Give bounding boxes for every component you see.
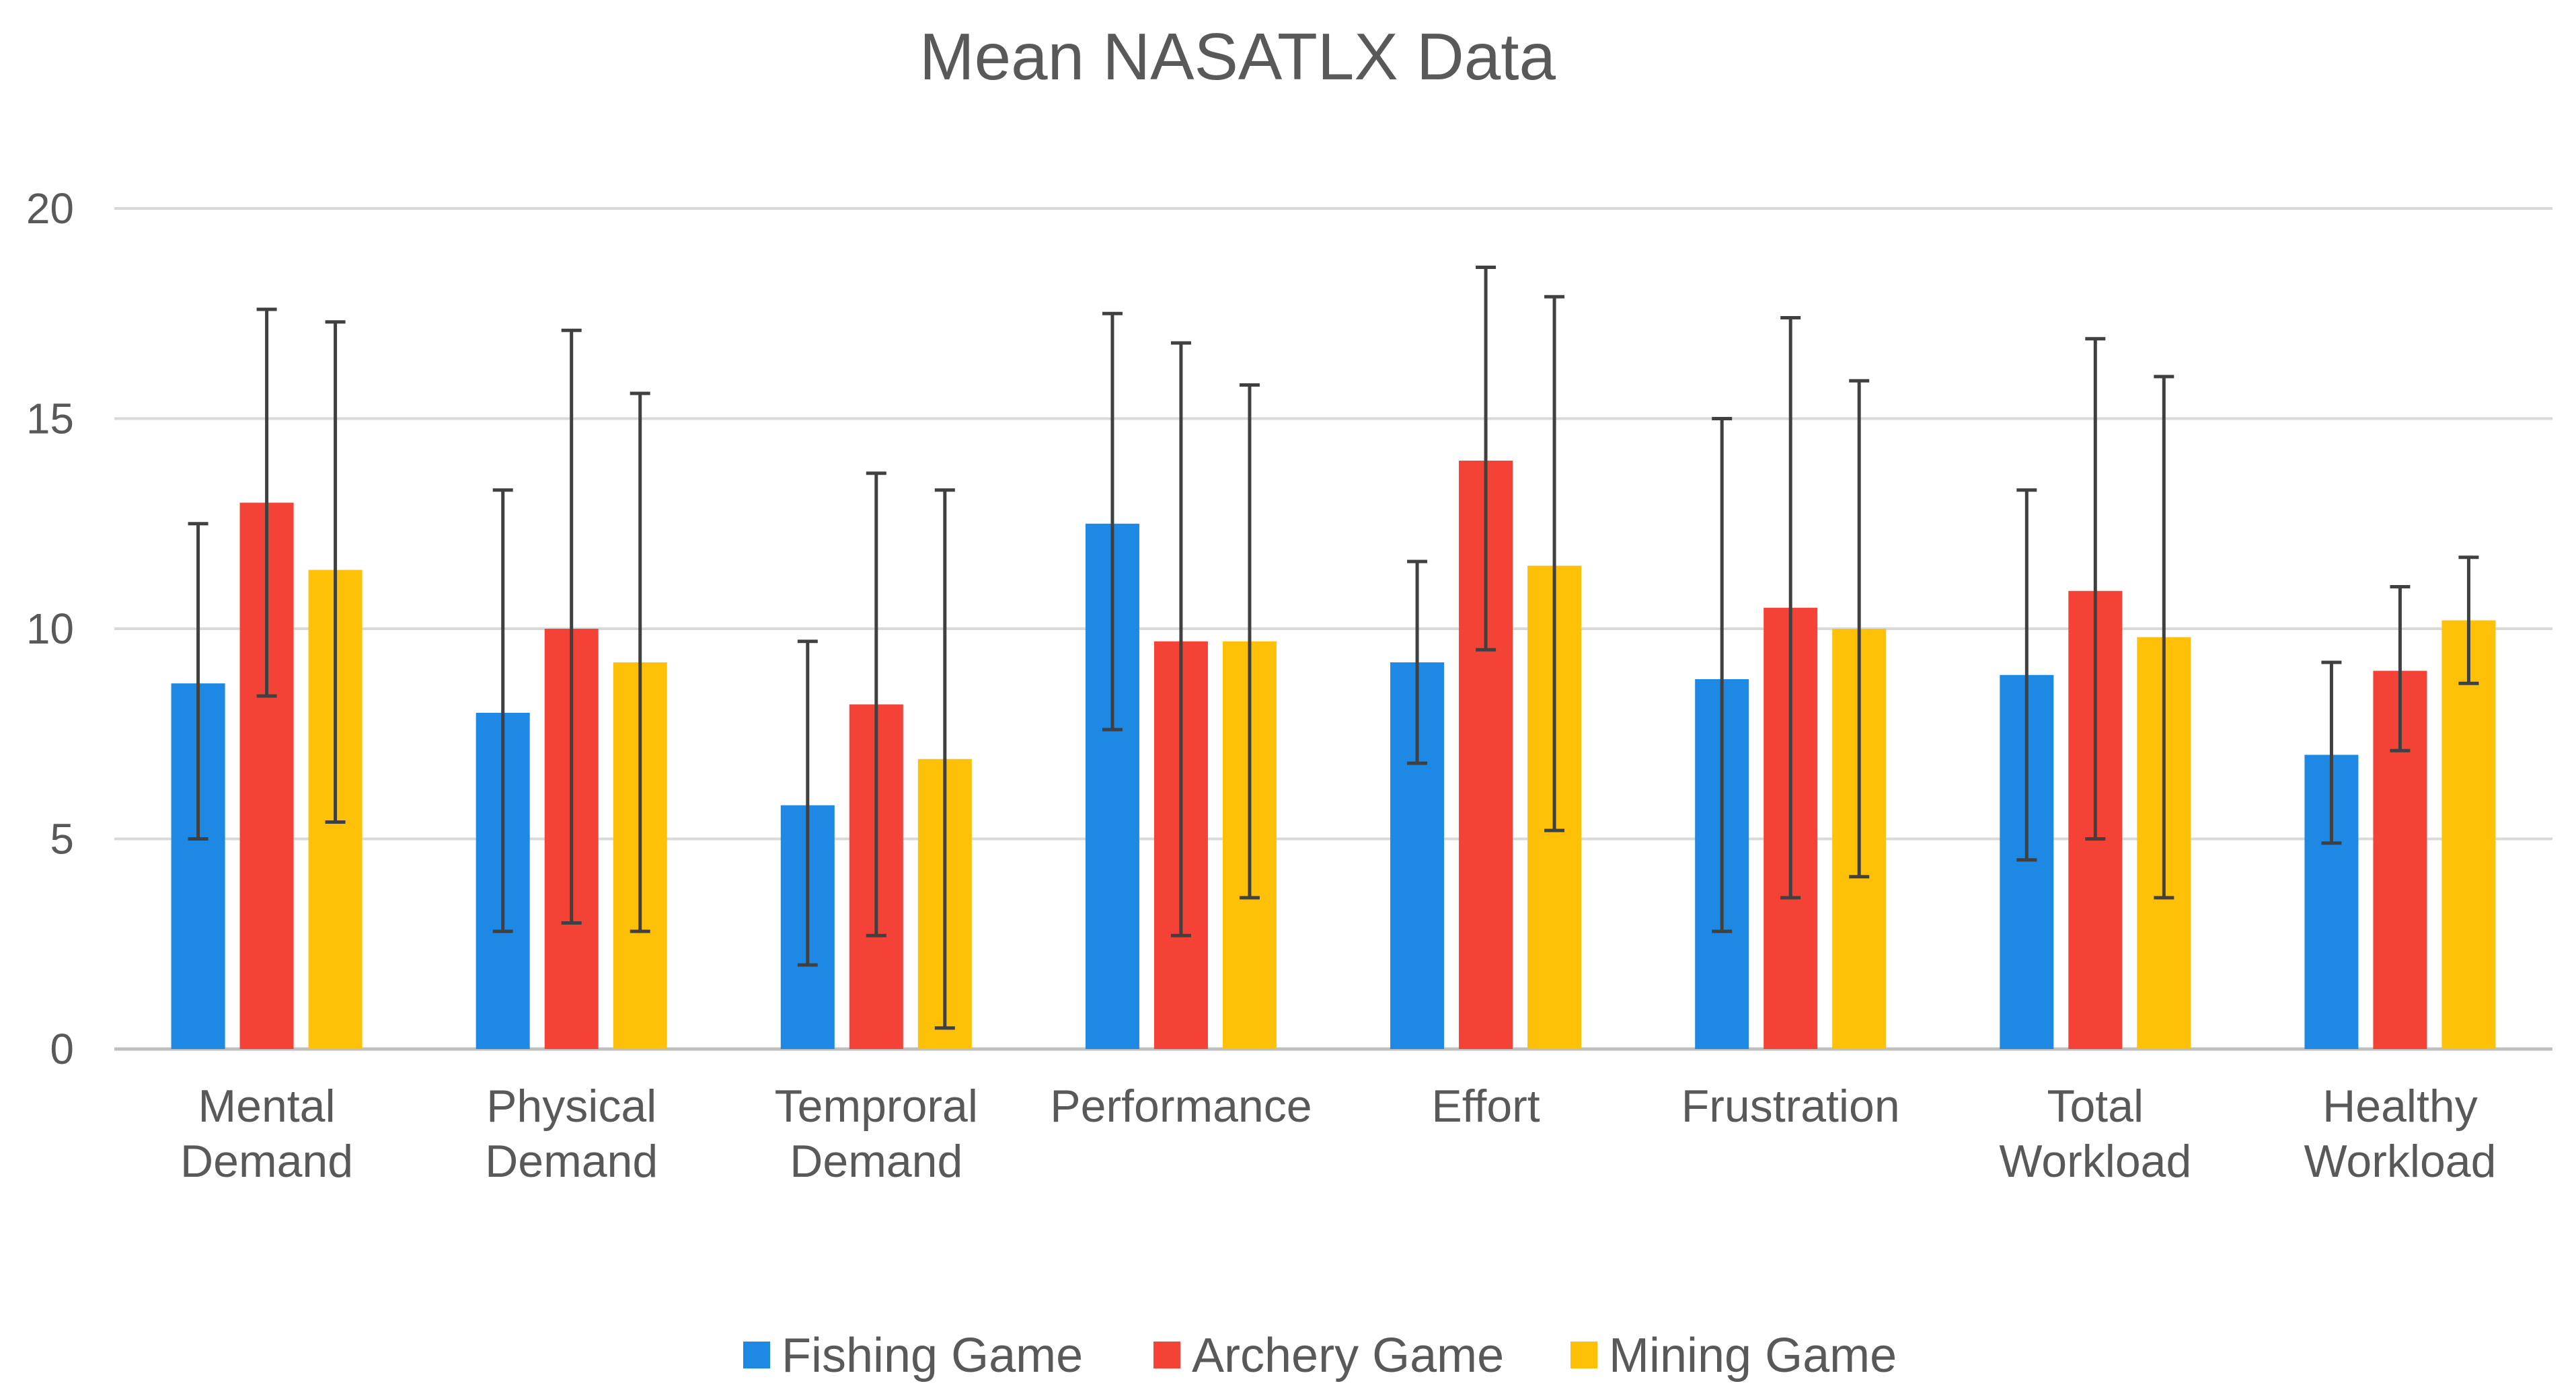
bars bbox=[171, 461, 2496, 1049]
category-label: Performance bbox=[1050, 1081, 1312, 1132]
category-label: Mental Demand bbox=[180, 1081, 353, 1187]
bar bbox=[2441, 620, 2496, 1049]
legend-label: Archery Game bbox=[1192, 1329, 1504, 1383]
category-label: Healthy Workload bbox=[2304, 1081, 2496, 1187]
category-label: Effort bbox=[1431, 1081, 1540, 1132]
category-label: Total Workload bbox=[1999, 1081, 2191, 1187]
y-tick-label: 5 bbox=[50, 815, 74, 863]
y-tick-label: 20 bbox=[26, 184, 74, 233]
legend-swatch bbox=[1153, 1342, 1180, 1368]
y-axis-tick-labels: 0 5 10 15 20 bbox=[26, 184, 74, 1073]
legend-swatch bbox=[743, 1342, 770, 1368]
y-tick-label: 15 bbox=[26, 395, 74, 443]
x-axis-category-labels: Mental Demand Physical Demand Temproral Deman… bbox=[180, 1081, 2496, 1187]
category-label: Physical Demand bbox=[485, 1081, 658, 1187]
y-tick-label: 10 bbox=[26, 605, 74, 653]
legend-label: Fishing Game bbox=[782, 1329, 1083, 1383]
category-label: Frustration bbox=[1681, 1081, 1900, 1132]
y-tick-label: 0 bbox=[50, 1025, 74, 1073]
legend: Fishing Game Archery Game Mining Game bbox=[743, 1329, 1897, 1383]
category-label: Temproral Demand bbox=[775, 1081, 978, 1187]
legend-label: Mining Game bbox=[1609, 1329, 1897, 1383]
chart-title: Mean NASATLX Data bbox=[919, 20, 1556, 93]
error-bars bbox=[188, 266, 2479, 1030]
legend-swatch bbox=[1570, 1342, 1597, 1368]
